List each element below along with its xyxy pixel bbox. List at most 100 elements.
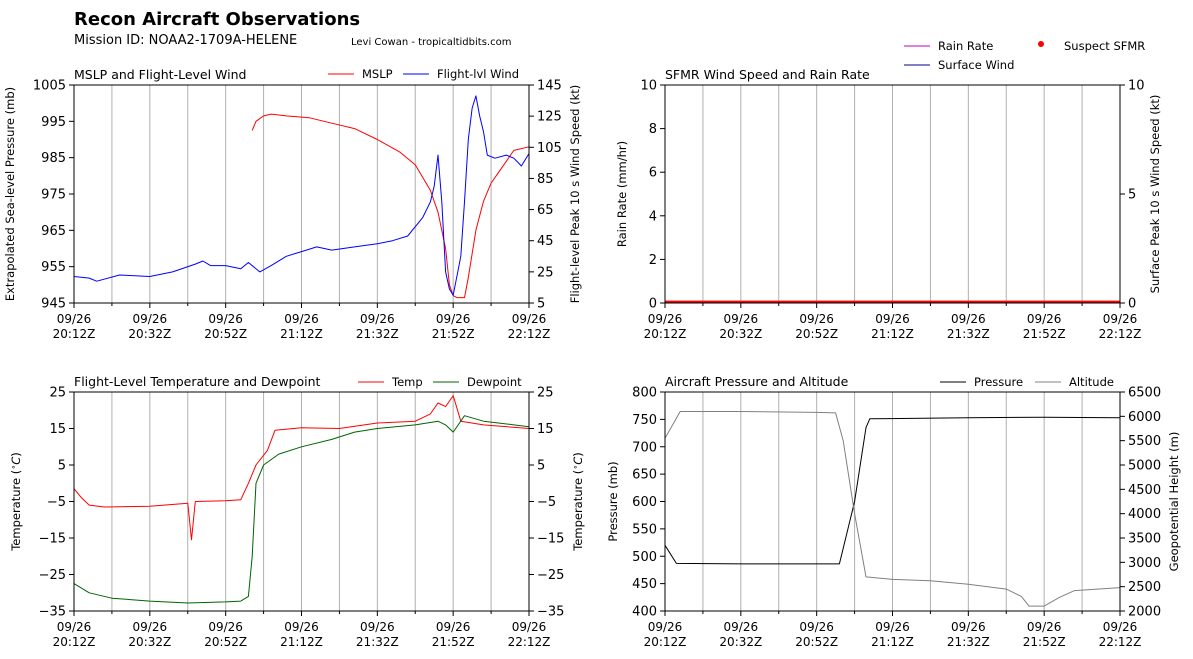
x-tick-date: 09/26 — [360, 312, 395, 326]
x-tick-time: 20:32Z — [128, 635, 171, 649]
y-tick-label-left: 650 — [632, 468, 657, 483]
axis-label-text: Temperature ( — [571, 470, 585, 552]
x-tick-date: 09/26 — [208, 620, 243, 634]
x-tick-label: 09/26 20:52Z — [204, 620, 247, 649]
y-tick-label-right: 25 — [537, 386, 554, 401]
x-tick-time: 21:32Z — [356, 635, 399, 649]
y-tick-label-left: 600 — [632, 495, 657, 510]
x-tick-time: 21:52Z — [1023, 635, 1066, 649]
x-tick-date: 09/26 — [360, 620, 395, 634]
series-line-2 — [73, 95, 530, 296]
legend-rain-rate-label: Rain Rate — [938, 39, 993, 53]
x-tick-label: 09/26 21:32Z — [356, 620, 399, 649]
x-tick-time: 21:32Z — [356, 327, 399, 341]
y-tick-label-right: 5500 — [1128, 434, 1161, 449]
axis-label-close: ) — [571, 452, 585, 457]
y-tick-label-right: 145 — [537, 79, 562, 94]
x-tick-label: 09/26 20:12Z — [53, 312, 96, 341]
credit-text: Levi Cowan - tropicaltidbits.com — [351, 37, 511, 48]
x-tick-label: 09/26 22:12Z — [1099, 312, 1142, 341]
y-tick-label-left: 975 — [41, 188, 66, 203]
y-tick-label-left: 2 — [649, 253, 657, 268]
y-tick-label-left: 500 — [632, 550, 657, 565]
y-tick-label-right: 45 — [537, 234, 554, 249]
axis-label-text: Temperature ( — [9, 470, 23, 552]
y-axis-label-right: Temperature (∘C) — [571, 452, 586, 552]
panel-title: SFMR Wind Speed and Rain Rate — [665, 67, 870, 82]
x-tick-label: 09/26 20:32Z — [128, 312, 171, 341]
x-tick-date: 09/26 — [951, 312, 986, 326]
legend-suspect-marker — [1038, 41, 1044, 47]
series-line-1 — [664, 416, 1121, 565]
x-tick-date: 09/26 — [284, 312, 319, 326]
legend-dewpoint-label: Dewpoint — [467, 375, 522, 389]
x-tick-time: 20:52Z — [795, 327, 838, 341]
y-axis-label-left: Extrapolated Sea-level Pressure (mb) — [3, 87, 17, 301]
panel-title: Flight-Level Temperature and Dewpoint — [74, 374, 321, 389]
y-tick-label-left: 4 — [649, 209, 657, 224]
x-tick-date: 09/26 — [648, 620, 683, 634]
y-tick-label-right: 85 — [537, 172, 554, 187]
y-axis-label-right: Flight-level Peak 10 s Wind Speed (kt) — [568, 85, 582, 304]
x-tick-label: 09/26 22:12Z — [508, 312, 551, 341]
x-tick-label: 09/26 20:12Z — [644, 312, 687, 341]
x-tick-label: 09/26 20:52Z — [204, 312, 247, 341]
x-tick-label: 09/26 21:32Z — [356, 312, 399, 341]
x-tick-date: 09/26 — [512, 620, 547, 634]
series-line-1 — [251, 113, 530, 299]
degree-sign: ∘ — [571, 465, 580, 470]
x-tick-label: 09/26 21:52Z — [432, 620, 475, 649]
x-tick-time: 20:32Z — [719, 635, 762, 649]
x-tick-date: 09/26 — [57, 312, 92, 326]
x-tick-date: 09/26 — [1027, 620, 1062, 634]
x-tick-label: 09/26 21:52Z — [1023, 312, 1066, 341]
x-tick-label: 09/26 21:12Z — [280, 312, 323, 341]
x-tick-date: 09/26 — [1027, 312, 1062, 326]
y-tick-label-left: 965 — [41, 224, 66, 239]
legend-altitude-label: Altitude — [1069, 375, 1114, 389]
y-tick-label-right: 4500 — [1128, 483, 1161, 498]
y-tick-label-right: 2000 — [1128, 605, 1161, 620]
y-tick-label-left: 985 — [41, 151, 66, 166]
legend-surface-wind-label: Surface Wind — [938, 58, 1014, 72]
y-tick-label-right: 4000 — [1128, 507, 1161, 522]
x-tick-label: 09/26 20:32Z — [719, 312, 762, 341]
x-tick-time: 21:12Z — [280, 327, 323, 341]
y-tick-label-right: 25 — [537, 265, 554, 280]
y-tick-label-left: 995 — [41, 115, 66, 130]
x-tick-date: 09/26 — [1103, 312, 1138, 326]
panel-title: MSLP and Flight-Level Wind — [74, 67, 246, 82]
y-tick-label-right: 125 — [537, 110, 562, 125]
y-tick-label-right: −35 — [537, 605, 564, 620]
x-tick-time: 20:32Z — [719, 327, 762, 341]
legend-mslp-label: MSLP — [362, 67, 393, 81]
y-tick-label-left: 700 — [632, 440, 657, 455]
x-tick-date: 09/26 — [208, 312, 243, 326]
x-tick-date: 09/26 — [799, 620, 834, 634]
y-tick-label-right: 0 — [1128, 297, 1136, 312]
x-tick-date: 09/26 — [799, 312, 834, 326]
y-tick-label-right: −5 — [537, 495, 556, 510]
y-tick-label-left: −15 — [39, 532, 66, 547]
x-tick-date: 09/26 — [951, 620, 986, 634]
y-tick-label-right: −15 — [537, 532, 564, 547]
x-tick-time: 21:52Z — [432, 635, 475, 649]
y-axis-label-right: Geopotential Height (m) — [1167, 432, 1181, 572]
y-tick-label-right: 2500 — [1128, 580, 1161, 595]
x-tick-label: 09/26 21:12Z — [871, 620, 914, 649]
legend-temp-label: Temp — [391, 375, 423, 389]
celsius-sign: C — [571, 457, 585, 465]
x-tick-time: 20:52Z — [795, 635, 838, 649]
y-tick-label-left: 800 — [632, 386, 657, 401]
y-tick-label-right: 6500 — [1128, 386, 1161, 401]
x-tick-label: 09/26 22:12Z — [508, 620, 551, 649]
x-tick-time: 20:12Z — [53, 635, 96, 649]
axis-label-close: ) — [9, 452, 23, 457]
x-tick-time: 20:52Z — [204, 635, 247, 649]
x-tick-date: 09/26 — [875, 620, 910, 634]
x-tick-label: 09/26 20:52Z — [795, 312, 838, 341]
x-tick-date: 09/26 — [436, 312, 471, 326]
